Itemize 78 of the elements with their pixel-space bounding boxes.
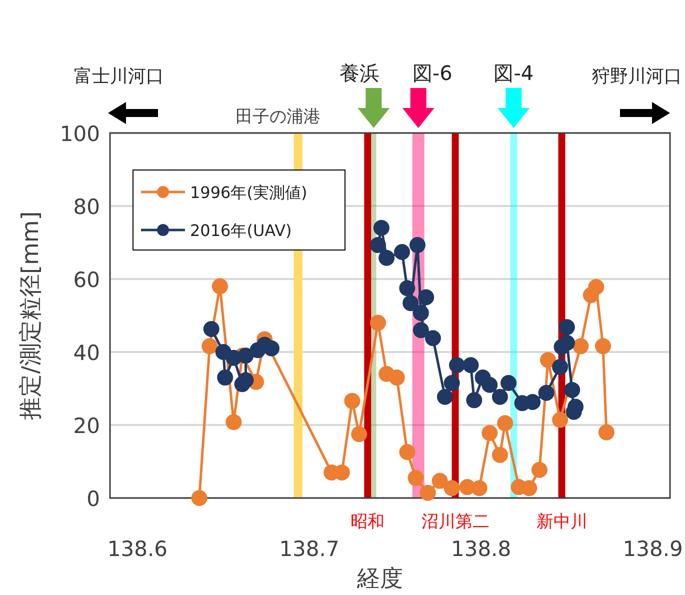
point	[497, 415, 514, 432]
point	[238, 372, 254, 388]
point	[432, 472, 448, 489]
ref-line-label: 沼川第二	[421, 512, 490, 532]
ref-line-label: 新中川	[536, 512, 588, 532]
point	[402, 295, 419, 312]
point	[226, 414, 242, 430]
point	[424, 330, 441, 346]
point	[203, 321, 220, 338]
x-tick-label: 138.8	[450, 537, 512, 561]
point	[412, 322, 429, 338]
point	[388, 370, 405, 386]
point	[462, 357, 479, 374]
point	[399, 280, 416, 296]
point	[598, 424, 614, 440]
band-label: 田子の浦港	[236, 107, 321, 127]
point	[558, 334, 575, 351]
ref-line-label: 昭和	[350, 512, 385, 532]
point	[595, 338, 612, 354]
y-tick-label: 20	[73, 414, 100, 438]
point	[378, 250, 395, 266]
point	[344, 392, 360, 409]
point	[482, 376, 498, 393]
text: 富士川河口	[74, 66, 164, 87]
point	[399, 444, 416, 460]
point	[492, 446, 508, 463]
point	[436, 388, 453, 405]
legend-label: 2016年(UAV)	[190, 221, 292, 240]
point	[521, 480, 538, 496]
point	[418, 289, 434, 306]
x-tick-label: 138.9	[622, 537, 683, 561]
point	[370, 237, 386, 254]
x-axis-title: 経度	[356, 566, 403, 592]
band-label: 図-6	[412, 61, 452, 85]
legend-label: 1996年(実測値)	[190, 183, 308, 202]
point	[500, 375, 517, 392]
band-label: 図-4	[494, 61, 534, 85]
point	[524, 394, 541, 410]
point	[212, 278, 228, 294]
point	[482, 425, 498, 442]
y-tick-label: 40	[73, 341, 100, 365]
point	[444, 375, 460, 392]
point	[564, 382, 580, 398]
point	[492, 388, 508, 405]
point	[552, 412, 568, 428]
point	[412, 304, 429, 321]
point	[588, 279, 604, 296]
point	[448, 357, 465, 374]
point	[263, 340, 280, 356]
y-tick-label: 80	[73, 195, 100, 219]
point	[238, 348, 254, 364]
point	[552, 358, 568, 375]
y-axis-title: 推定/測定粒径[mm]	[18, 211, 44, 420]
point	[370, 314, 386, 331]
point	[538, 384, 554, 401]
point	[351, 426, 368, 442]
text: 狩野川河口	[592, 66, 682, 87]
x-tick-label: 138.6	[107, 537, 168, 561]
point	[572, 338, 589, 354]
point	[191, 490, 208, 506]
point	[531, 462, 548, 478]
x-tick-label: 138.7	[279, 537, 340, 561]
y-tick-label: 60	[73, 268, 100, 292]
point	[471, 480, 488, 496]
point	[540, 352, 556, 368]
point	[394, 244, 410, 260]
point	[408, 470, 424, 486]
y-tick-label: 0	[86, 487, 100, 511]
band-label: 養浜	[340, 61, 380, 85]
y-tick-label: 100	[60, 122, 100, 146]
point	[373, 220, 390, 236]
point	[558, 319, 575, 336]
point	[409, 237, 426, 254]
point	[466, 392, 482, 408]
point	[444, 480, 460, 496]
point	[217, 370, 234, 386]
point	[420, 484, 436, 501]
point	[202, 338, 218, 354]
